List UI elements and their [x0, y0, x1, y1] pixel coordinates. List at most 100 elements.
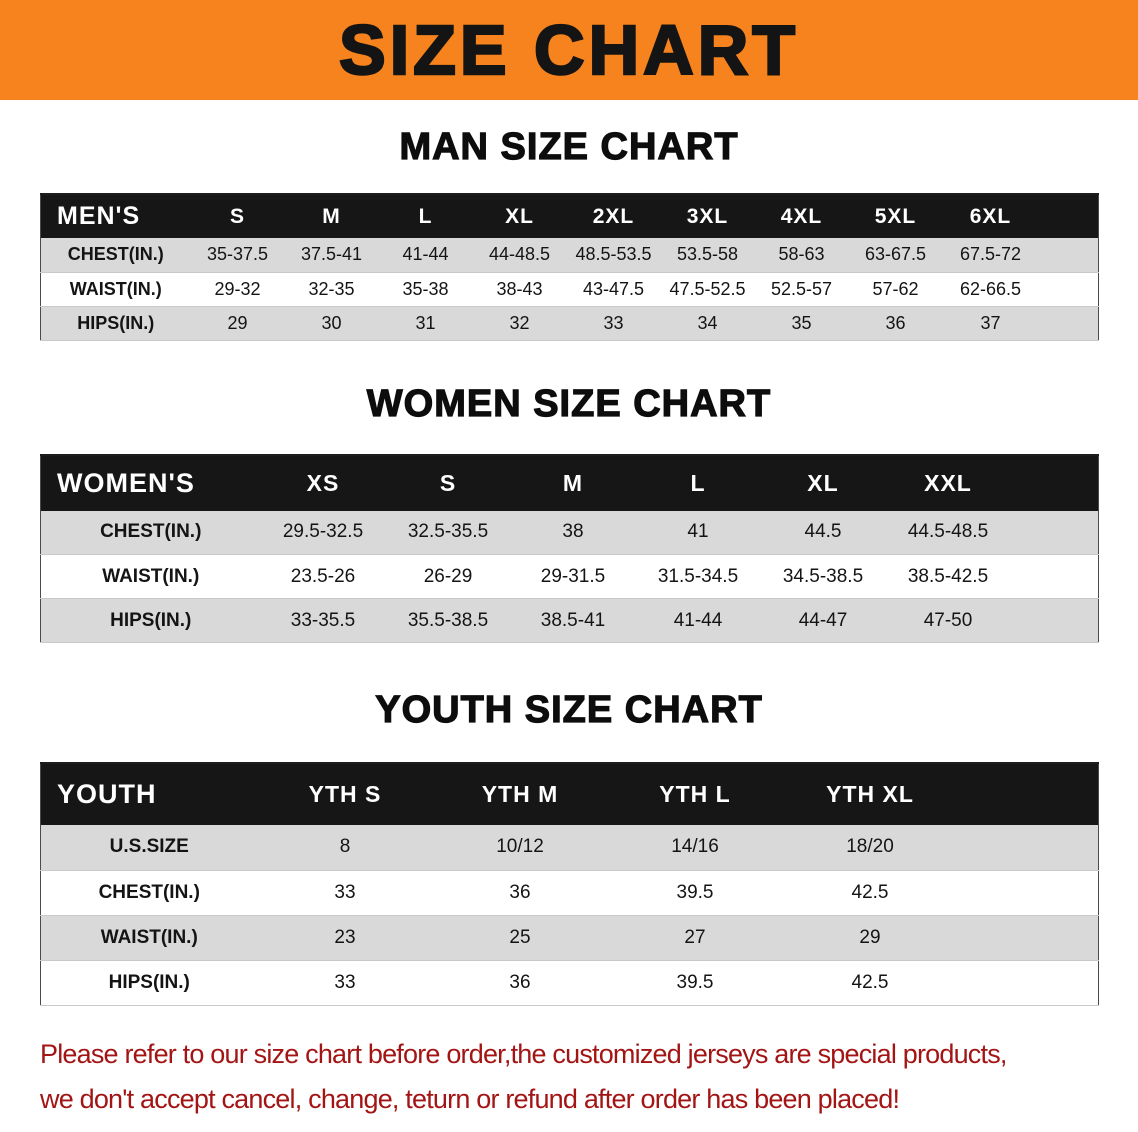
col-header: M	[284, 194, 379, 238]
col-header: 2XL	[566, 194, 661, 238]
cell: 58-63	[754, 238, 849, 273]
cell: 39.5	[607, 870, 783, 916]
col-header: 5XL	[848, 194, 943, 238]
cell: 36	[432, 870, 608, 916]
cell: 29	[190, 306, 285, 341]
cell: 44.5	[760, 510, 886, 555]
cell: 10/12	[432, 825, 608, 871]
men-size-table: MEN'S S M L XL 2XL 3XL 4XL 5XL 6XL CHEST(IN.) 35-37…	[40, 193, 1099, 341]
cell: 36	[848, 306, 943, 341]
section-youth-sizes: YOUTH SIZE CHART YOUTH YTH S YTH M YTH L YTH…	[0, 688, 1138, 1006]
footer-note: Please refer to our size chart before or…	[0, 1032, 1138, 1122]
cell: 35-38	[378, 272, 473, 307]
cell: 44-48.5	[472, 238, 567, 273]
cell: 33	[257, 870, 433, 916]
col-header: 3XL	[660, 194, 755, 238]
cell: 38.5-41	[510, 598, 636, 643]
cell: 37	[942, 306, 1039, 341]
cell: 47-50	[885, 598, 1011, 643]
women-section-heading: WOMEN SIZE CHART	[366, 382, 772, 425]
cell: 29	[782, 915, 958, 961]
col-header: L	[378, 194, 473, 238]
header-spacer	[957, 763, 1099, 825]
table-row: HIPS(IN.) 33-35.5 35.5-38.5 38.5-41 41-44 44-…	[40, 598, 1099, 643]
cell: 35	[754, 306, 849, 341]
cell: 31.5-34.5	[635, 554, 761, 599]
cell: 33-35.5	[260, 598, 386, 643]
cell: 26-29	[385, 554, 511, 599]
cell: 47.5-52.5	[660, 272, 755, 307]
cell: 29-31.5	[510, 554, 636, 599]
cell: 43-47.5	[566, 272, 661, 307]
cell: 35.5-38.5	[385, 598, 511, 643]
row-spacer	[1038, 272, 1099, 307]
cell: 23.5-26	[260, 554, 386, 599]
cell: 33	[566, 306, 661, 341]
footer-note-line-2: we don't accept cancel, change, teturn o…	[40, 1083, 900, 1114]
cell: 32.5-35.5	[385, 510, 511, 555]
cell: 29.5-32.5	[260, 510, 386, 555]
cell: 31	[378, 306, 473, 341]
men-table-wrap: MEN'S S M L XL 2XL 3XL 4XL 5XL 6XL CHEST(IN.) 35-37…	[0, 193, 1138, 341]
row-label: HIPS(IN.)	[40, 960, 258, 1006]
row-label: HIPS(IN.)	[40, 306, 191, 341]
table-row: CHEST(IN.) 33 36 39.5 42.5	[40, 870, 1099, 916]
row-spacer	[957, 825, 1099, 871]
col-header: 4XL	[754, 194, 849, 238]
table-header-row: MEN'S S M L XL 2XL 3XL 4XL 5XL 6XL	[40, 194, 1099, 238]
cell: 39.5	[607, 960, 783, 1006]
col-header: S	[385, 454, 511, 511]
cell: 36	[432, 960, 608, 1006]
col-header: S	[190, 194, 285, 238]
cell: 33	[257, 960, 433, 1006]
cell: 23	[257, 915, 433, 961]
cell: 42.5	[782, 960, 958, 1006]
row-label: CHEST(IN.)	[40, 870, 258, 916]
cell: 53.5-58	[660, 238, 755, 273]
col-header: YTH M	[432, 763, 608, 825]
cell: 62-66.5	[942, 272, 1039, 307]
col-header: XXL	[885, 454, 1011, 511]
col-header: M	[510, 454, 636, 511]
col-header: L	[635, 454, 761, 511]
cell: 38-43	[472, 272, 567, 307]
cell: 8	[257, 825, 433, 871]
cell: 30	[284, 306, 379, 341]
women-table-wrap: WOMEN'S XS S M L XL XXL CHEST(IN.) 29.5-32.5 32.5…	[0, 453, 1138, 643]
table-row: CHEST(IN.) 35-37.5 37.5-41 41-44 44-48.5 48.5…	[40, 238, 1099, 273]
cell: 41	[635, 510, 761, 555]
cell: 38	[510, 510, 636, 555]
cell: 18/20	[782, 825, 958, 871]
row-label: WAIST(IN.)	[40, 272, 191, 307]
cell: 29-32	[190, 272, 285, 307]
youth-table-wrap: YOUTH YTH S YTH M YTH L YTH XL U.S.SIZE 8 10/12…	[0, 762, 1138, 1006]
col-header: YTH L	[607, 763, 783, 825]
row-label: HIPS(IN.)	[40, 598, 261, 643]
table-title: WOMEN'S	[40, 454, 261, 511]
row-spacer	[1010, 598, 1099, 643]
women-size-table: WOMEN'S XS S M L XL XXL CHEST(IN.) 29.5-32.5 32.5…	[40, 453, 1099, 643]
row-spacer	[1010, 554, 1099, 599]
table-row: WAIST(IN.) 29-32 32-35 35-38 38-43 43-47.5 47.…	[40, 272, 1099, 307]
row-label: WAIST(IN.)	[40, 554, 261, 599]
cell: 44.5-48.5	[885, 510, 1011, 555]
cell: 67.5-72	[942, 238, 1039, 273]
men-section-heading: MAN SIZE CHART	[399, 125, 739, 168]
col-header: YTH XL	[782, 763, 958, 825]
cell: 63-67.5	[848, 238, 943, 273]
cell: 34.5-38.5	[760, 554, 886, 599]
cell: 32	[472, 306, 567, 341]
section-women-sizes: WOMEN SIZE CHART WOMEN'S XS S M L XL XXL CHEST(…	[0, 382, 1138, 643]
col-header: YTH S	[257, 763, 433, 825]
cell: 52.5-57	[754, 272, 849, 307]
cell: 35-37.5	[190, 238, 285, 273]
cell: 34	[660, 306, 755, 341]
col-header: XS	[260, 454, 386, 511]
table-title: MEN'S	[40, 194, 191, 238]
row-spacer	[957, 870, 1099, 916]
row-label: CHEST(IN.)	[40, 510, 261, 555]
section-men-sizes: MAN SIZE CHART MEN'S S M L XL 2XL 3XL 4XL 5XL 6XL…	[0, 125, 1138, 341]
row-spacer	[1038, 238, 1099, 273]
cell: 48.5-53.5	[566, 238, 661, 273]
cell: 42.5	[782, 870, 958, 916]
